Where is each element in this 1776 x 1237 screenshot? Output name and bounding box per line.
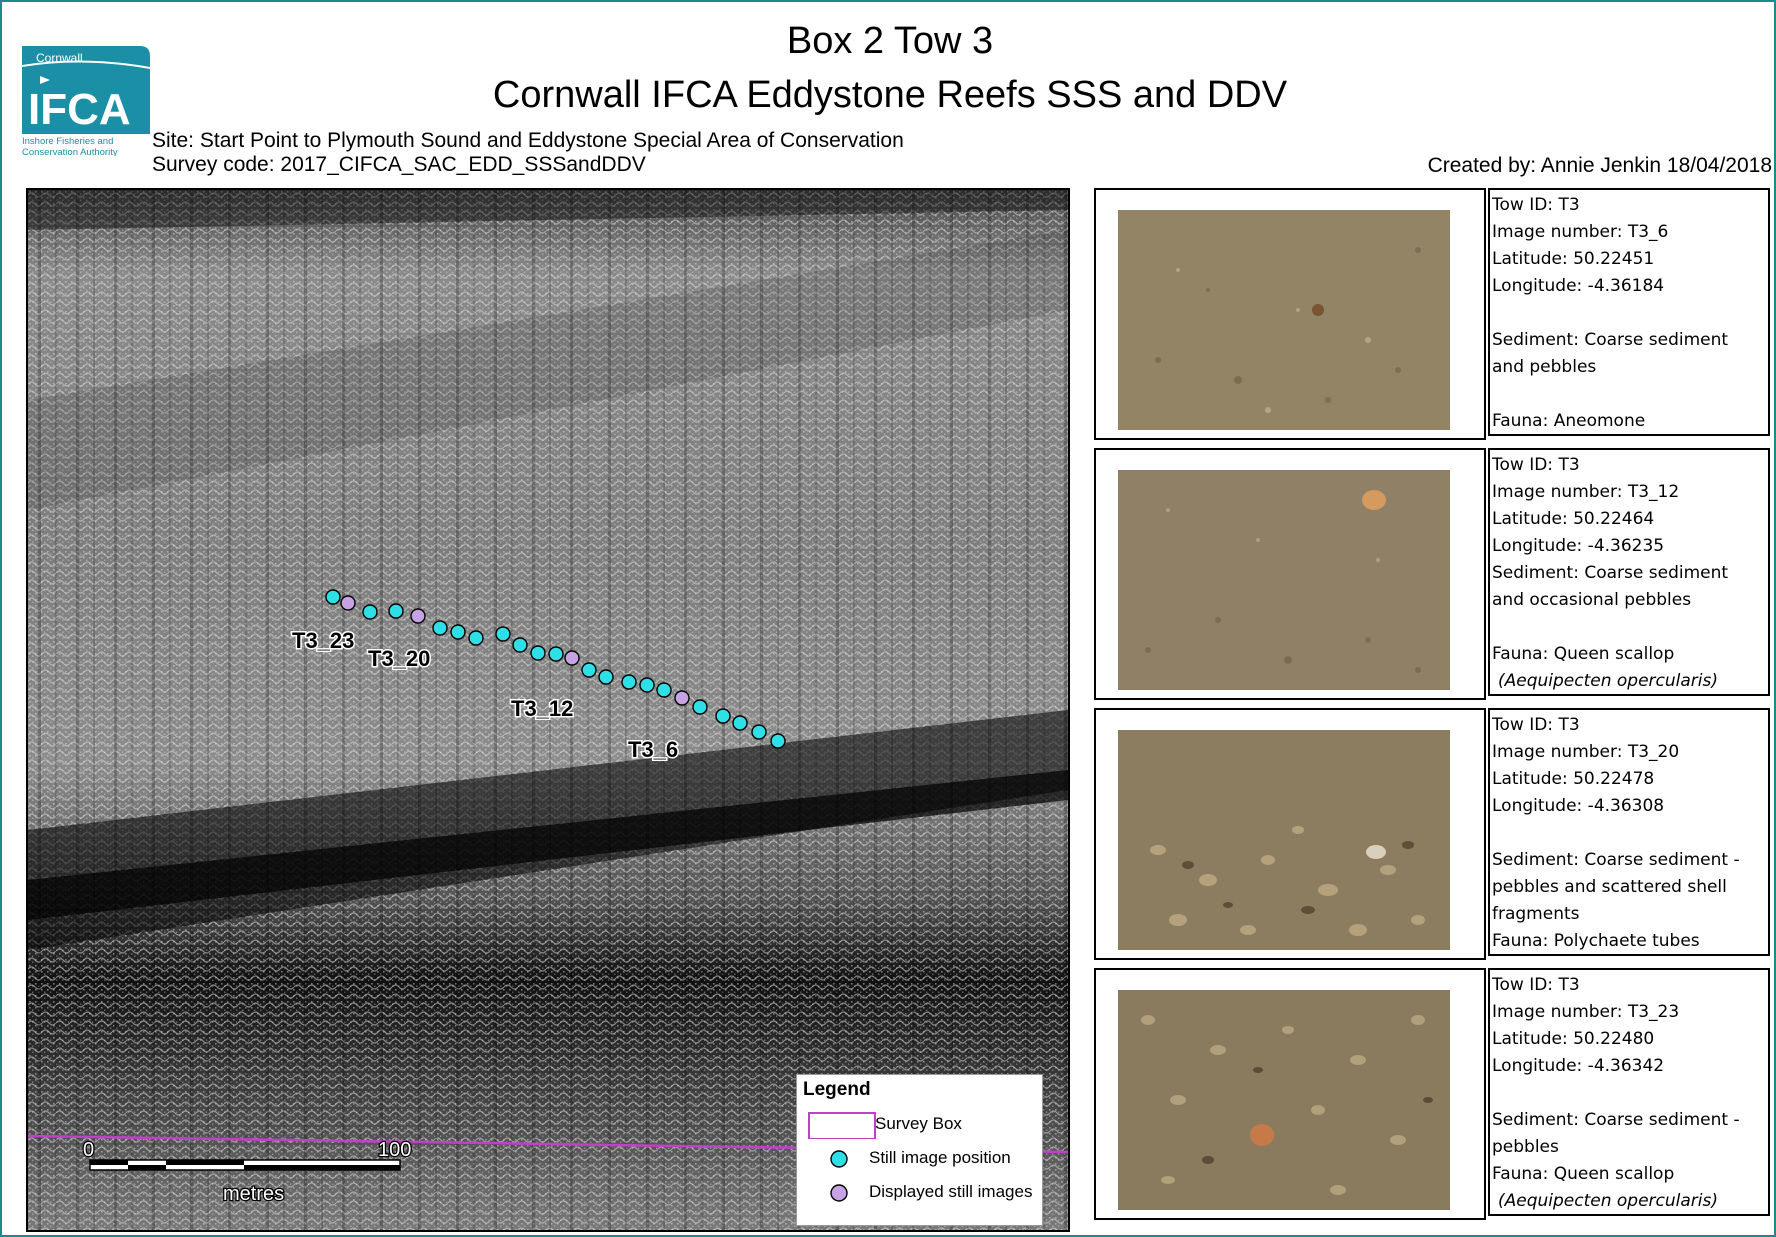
label-t3-20: T3_20 bbox=[368, 646, 430, 671]
photo-panel-t3-23 bbox=[1094, 968, 1486, 1220]
info-box-t3-6: Tow ID: T3 Image number: T3_6 Latitude: … bbox=[1488, 188, 1770, 436]
still-point bbox=[621, 674, 637, 690]
still-point bbox=[656, 682, 672, 698]
longitude: Longitude: -4.36308 bbox=[1492, 796, 1665, 816]
photo-panel-t3-20 bbox=[1094, 708, 1486, 960]
longitude: Longitude: -4.36342 bbox=[1492, 1056, 1665, 1076]
still-point bbox=[548, 646, 564, 662]
image-number: Image number: T3_6 bbox=[1492, 222, 1669, 242]
displayed-point-t3-6 bbox=[674, 690, 690, 706]
still-point bbox=[715, 708, 731, 724]
svg-text:Cornwall: Cornwall bbox=[36, 51, 83, 65]
still-point bbox=[530, 645, 546, 661]
scale-unit: metres bbox=[223, 1183, 284, 1205]
still-point bbox=[325, 589, 341, 605]
photo-panel-t3-6 bbox=[1094, 188, 1486, 440]
svg-text:Conservation Authority: Conservation Authority bbox=[22, 147, 118, 156]
info-box-t3-12: Tow ID: T3 Image number: T3_12 Latitude:… bbox=[1488, 448, 1770, 696]
sediment-cont: pebbles and scattered shell bbox=[1492, 877, 1727, 897]
legend-title: Legend bbox=[803, 1079, 871, 1100]
label-t3-23: T3_23 bbox=[292, 628, 354, 653]
svg-text:Inshore Fisheries and: Inshore Fisheries and bbox=[22, 136, 113, 147]
sediment-cont-2: fragments bbox=[1492, 904, 1580, 924]
still-point bbox=[450, 624, 466, 640]
displayed-point-t3-23 bbox=[340, 595, 356, 611]
longitude: Longitude: -4.36235 bbox=[1492, 536, 1665, 556]
info-box-t3-23: Tow ID: T3 Image number: T3_23 Latitude:… bbox=[1488, 968, 1770, 1216]
label-t3-12: T3_12 bbox=[511, 696, 573, 721]
image-number: Image number: T3_23 bbox=[1492, 1002, 1680, 1022]
latitude: Latitude: 50.22480 bbox=[1492, 1029, 1655, 1049]
site-text: Site: Start Point to Plymouth Sound and … bbox=[152, 129, 904, 152]
info-box-t3-20: Tow ID: T3 Image number: T3_20 Latitude:… bbox=[1488, 708, 1770, 956]
legend-item-displayed-images: Displayed still images bbox=[797, 1177, 1042, 1207]
still-point bbox=[512, 637, 528, 653]
latitude: Latitude: 50.22478 bbox=[1492, 769, 1655, 789]
tow-id: Tow ID: T3 bbox=[1492, 195, 1580, 215]
sediment: Sediment: Coarse sediment - bbox=[1492, 1110, 1740, 1130]
sediment: Sediment: Coarse sediment bbox=[1492, 330, 1729, 350]
fauna: Fauna: Polychaete tubes bbox=[1492, 931, 1700, 951]
sediment: Sediment: Coarse sediment bbox=[1492, 563, 1729, 583]
still-point bbox=[581, 662, 597, 678]
sediment: Sediment: Coarse sediment - bbox=[1492, 850, 1740, 870]
still-point bbox=[362, 604, 378, 620]
sediment-cont: and pebbles bbox=[1492, 357, 1597, 377]
legend: Legend Survey Box Still image position D… bbox=[796, 1074, 1043, 1226]
sidescan-map[interactable]: T3_23 T3_20 T3_12 T3_6 0 100 metres bbox=[26, 188, 1070, 1232]
sediment-cont: and occasional pebbles bbox=[1492, 590, 1692, 610]
still-point bbox=[495, 626, 511, 642]
still-point bbox=[388, 603, 404, 619]
still-point bbox=[692, 699, 708, 715]
fauna-species: (Aequipecten opercularis) bbox=[1498, 671, 1719, 691]
svg-text:IFCA: IFCA bbox=[28, 85, 131, 134]
latitude: Latitude: 50.22464 bbox=[1492, 509, 1655, 529]
seabed-photo-t3-6 bbox=[1118, 210, 1450, 430]
map-subtitle: Cornwall IFCA Eddystone Reefs SSS and DD… bbox=[492, 74, 1288, 116]
image-number: Image number: T3_20 bbox=[1492, 742, 1680, 762]
sediment-cont: pebbles bbox=[1492, 1137, 1559, 1157]
still-point bbox=[751, 724, 767, 740]
displayed-point-t3-20 bbox=[410, 608, 426, 624]
survey-code-text: Survey code: 2017_CIFCA_SAC_EDD_SSSandDD… bbox=[152, 153, 646, 176]
still-point bbox=[432, 620, 448, 636]
fauna: Fauna: Queen scallop bbox=[1492, 1164, 1675, 1184]
still-point bbox=[770, 733, 786, 749]
legend-item-survey-box: Survey Box bbox=[797, 1109, 1042, 1139]
still-point bbox=[598, 669, 614, 685]
seabed-photo-t3-23 bbox=[1118, 990, 1450, 1210]
still-image-track bbox=[325, 589, 786, 749]
label-t3-6: T3_6 bbox=[628, 737, 678, 762]
fauna: Fauna: Aneomone bbox=[1492, 411, 1646, 431]
photo-panel-t3-12 bbox=[1094, 448, 1486, 700]
tow-id: Tow ID: T3 bbox=[1492, 715, 1580, 735]
cornwall-ifca-logo: Cornwall IFCA Inshore Fisheries and Cons… bbox=[21, 46, 152, 158]
created-by-text: Created by: Annie Jenkin 18/04/2018 bbox=[1427, 154, 1772, 177]
seabed-photo-t3-12 bbox=[1118, 470, 1450, 690]
fauna: Fauna: Queen scallop bbox=[1492, 644, 1675, 664]
still-point bbox=[639, 677, 655, 693]
still-point bbox=[468, 630, 484, 646]
displayed-point-t3-12 bbox=[564, 650, 580, 666]
map-title: Box 2 Tow 3 bbox=[786, 20, 994, 62]
image-number: Image number: T3_12 bbox=[1492, 482, 1680, 502]
scale-bar: 0 100 metres bbox=[82, 1138, 413, 1207]
scale-zero: 0 bbox=[83, 1139, 94, 1161]
latitude: Latitude: 50.22451 bbox=[1492, 249, 1655, 269]
tow-id: Tow ID: T3 bbox=[1492, 455, 1580, 475]
scale-hundred: 100 bbox=[378, 1139, 411, 1161]
legend-item-still-image: Still image position bbox=[797, 1143, 1042, 1173]
tow-id: Tow ID: T3 bbox=[1492, 975, 1580, 995]
longitude: Longitude: -4.36184 bbox=[1492, 276, 1665, 296]
still-point bbox=[732, 715, 748, 731]
fauna-species: (Aequipecten opercularis) bbox=[1498, 1191, 1719, 1211]
seabed-photo-t3-20 bbox=[1118, 730, 1450, 950]
